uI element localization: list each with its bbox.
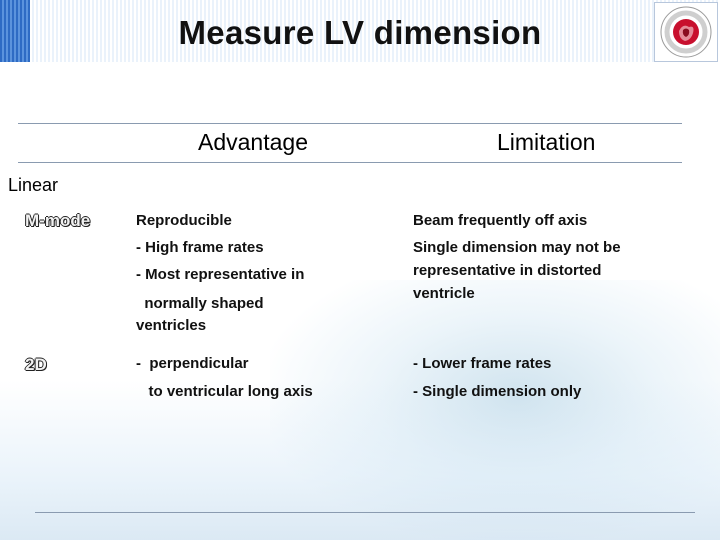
- society-seal-icon: [660, 6, 712, 58]
- header-bottom-rule: [18, 162, 682, 163]
- header-band: [0, 0, 720, 62]
- limitation-line: Single dimension may not be: [413, 239, 621, 256]
- limitation-line: - Single dimension only: [413, 383, 582, 400]
- advantage-line: ventricles: [136, 317, 207, 334]
- limitation-line: - Lower frame rates: [413, 355, 552, 372]
- logo: [654, 2, 718, 62]
- advantage-line: - perpendicular: [136, 355, 249, 372]
- limitation-line: Beam frequently off axis: [413, 212, 588, 229]
- header-accent-stripe: [0, 0, 30, 62]
- 2d-advantage-cell: - perpendicular to ventricular long axis: [136, 352, 313, 403]
- advantage-line: to ventricular long axis: [136, 383, 313, 400]
- advantage-line: - High frame rates: [136, 239, 264, 256]
- advantage-line: Reproducible: [136, 212, 232, 229]
- advantage-line: normally shaped: [136, 295, 264, 312]
- limitation-line: representative in distorted: [413, 262, 602, 279]
- table-bottom-rule: [35, 512, 695, 513]
- row-label-2d: 2D: [25, 355, 47, 374]
- limitation-line: ventricle: [413, 285, 475, 302]
- table-top-rule: [18, 123, 682, 124]
- m-mode-advantage-cell: Reproducible - High frame rates - Most r…: [136, 209, 304, 337]
- m-mode-limitation-cell: Beam frequently off axis Single dimensio…: [413, 209, 621, 305]
- background-swoosh: [0, 380, 720, 540]
- 2d-limitation-cell: - Lower frame rates - Single dimension o…: [413, 352, 581, 403]
- row-label-m-mode: M-mode: [25, 211, 91, 230]
- section-label-linear: Linear: [8, 175, 59, 195]
- advantage-line: - Most representative in: [136, 266, 305, 283]
- column-header-advantage: Advantage: [198, 129, 308, 155]
- page-title: Measure LV dimension: [178, 14, 542, 51]
- column-header-limitation: Limitation: [497, 129, 596, 155]
